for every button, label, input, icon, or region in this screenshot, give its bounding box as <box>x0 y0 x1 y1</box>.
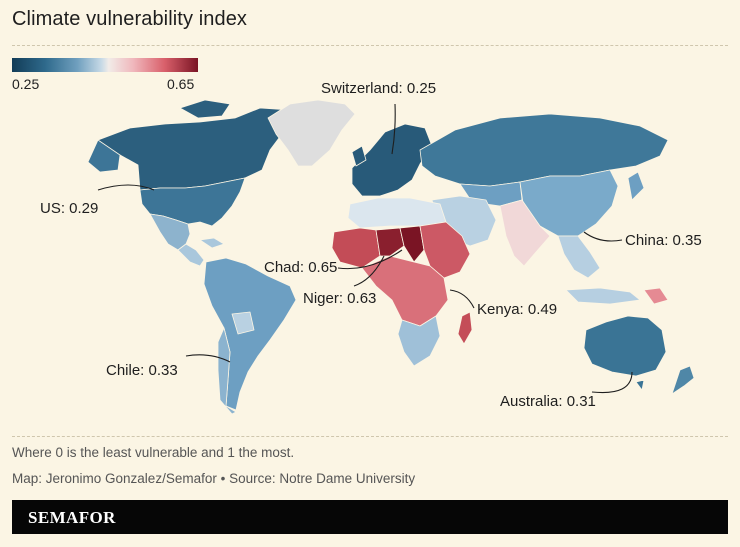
region-central-america <box>177 243 205 267</box>
region-chad <box>399 225 425 263</box>
leader-chile <box>185 354 231 363</box>
label-australia: Australia: 0.31 <box>500 393 596 410</box>
region-tasmania <box>635 379 645 391</box>
leader-niger <box>353 255 385 287</box>
region-central-africa <box>361 255 449 327</box>
label-kenya: Kenya: 0.49 <box>477 301 558 318</box>
region-new-zealand <box>671 365 695 395</box>
label-niger: Niger: 0.63 <box>303 290 377 307</box>
region-canada-islands <box>179 99 231 119</box>
region-madagascar <box>457 311 473 345</box>
footnote-divider <box>12 436 728 437</box>
region-east-africa <box>419 221 471 279</box>
brand-bar: SEMAFOR <box>12 500 728 534</box>
region-south-america <box>203 257 297 411</box>
region-india <box>499 199 551 267</box>
region-mexico <box>149 213 191 251</box>
region-west-africa <box>331 227 381 269</box>
region-alaska <box>87 139 121 173</box>
region-russia <box>419 113 669 187</box>
map-title: Climate vulnerability index <box>12 8 248 30</box>
leader-china <box>583 231 623 242</box>
leader-kenya <box>449 289 475 309</box>
footnote: Where 0 is the least vulnerable and 1 th… <box>12 445 295 460</box>
region-japan <box>627 171 645 201</box>
brand-logo: SEMAFOR <box>28 508 116 527</box>
title-divider <box>12 45 728 46</box>
region-caribbean <box>199 237 225 249</box>
label-chad: Chad: 0.65 <box>264 259 338 276</box>
region-greenland <box>267 99 356 167</box>
label-chile: Chile: 0.33 <box>106 362 178 379</box>
leader-us <box>97 184 155 191</box>
legend-color-scale <box>12 58 198 72</box>
label-switzerland: Switzerland: 0.25 <box>321 80 437 97</box>
region-europe <box>351 123 433 197</box>
region-indonesia <box>565 287 641 305</box>
leader-chad <box>337 249 403 270</box>
region-canada <box>97 107 291 191</box>
region-southeast-asia <box>557 235 601 279</box>
legend-min-label: 0.25 <box>12 76 40 92</box>
region-uk <box>351 145 367 167</box>
leader-switzerland <box>391 103 396 155</box>
legend-max-label: 0.65 <box>167 76 195 92</box>
region-chile <box>217 327 237 415</box>
label-us: US: 0.29 <box>40 200 99 217</box>
region-bolivia <box>231 311 255 335</box>
region-niger <box>375 227 405 257</box>
region-southern-africa <box>397 315 441 367</box>
region-north-africa <box>347 197 447 229</box>
label-china: China: 0.35 <box>625 232 702 249</box>
leader-australia <box>591 371 633 394</box>
credit-line: Map: Jeronimo Gonzalez/Semafor • Source:… <box>12 471 416 486</box>
region-australia <box>583 315 667 377</box>
region-png <box>643 287 669 305</box>
